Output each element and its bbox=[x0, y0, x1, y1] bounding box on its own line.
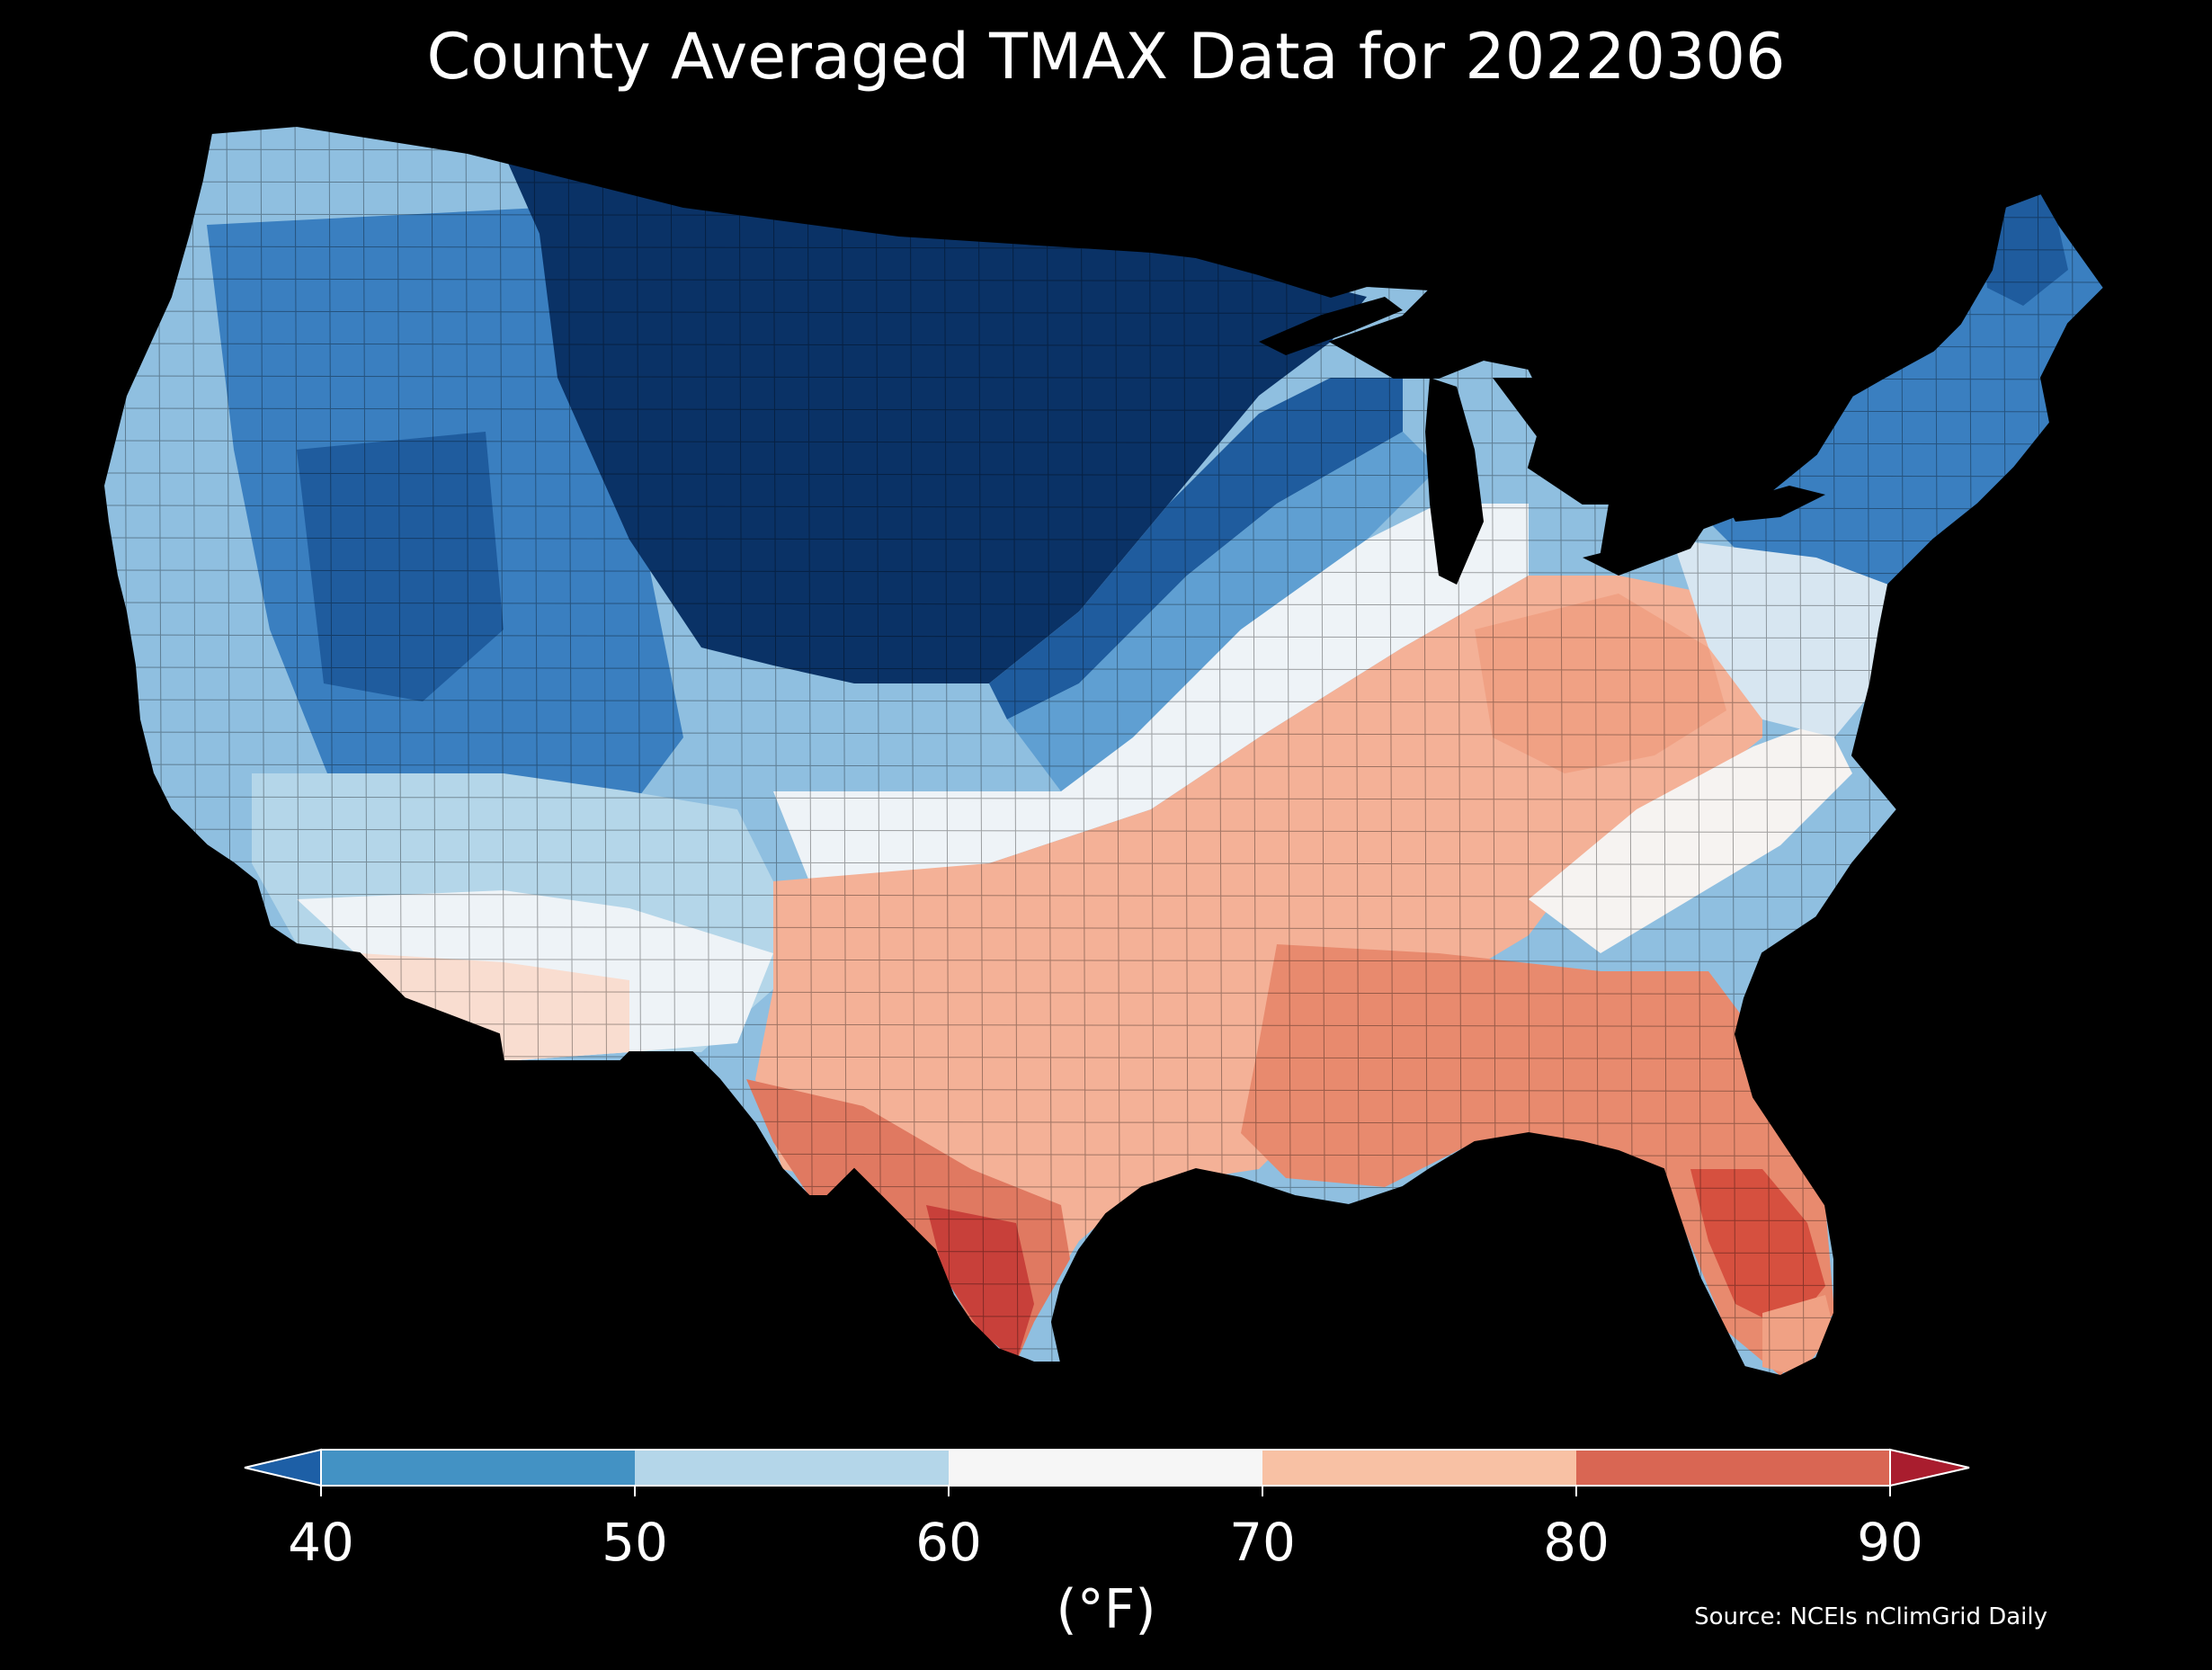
map-title: County Averaged TMAX Data for 20220306 bbox=[426, 20, 1786, 94]
colorbar-tick-label-40: 40 bbox=[288, 1512, 354, 1573]
us-county-map bbox=[102, 124, 2106, 1378]
colorbar-tick-label-70: 70 bbox=[1229, 1512, 1296, 1573]
colorbar-tick-label-60: 60 bbox=[915, 1512, 982, 1573]
colorbar-unit-label: (°F) bbox=[1056, 1578, 1156, 1641]
colorbar-tick-label-80: 80 bbox=[1543, 1512, 1610, 1573]
us-outline bbox=[102, 124, 2106, 1378]
source-credit: Source: NCEIs nClimGrid Daily bbox=[1694, 1603, 2047, 1630]
colorbar-tick-label-90: 90 bbox=[1857, 1512, 1923, 1573]
colorbar-tick-label-50: 50 bbox=[602, 1512, 668, 1573]
colorbar-ticks bbox=[320, 1486, 1891, 1496]
great-lakes bbox=[1259, 297, 1825, 585]
